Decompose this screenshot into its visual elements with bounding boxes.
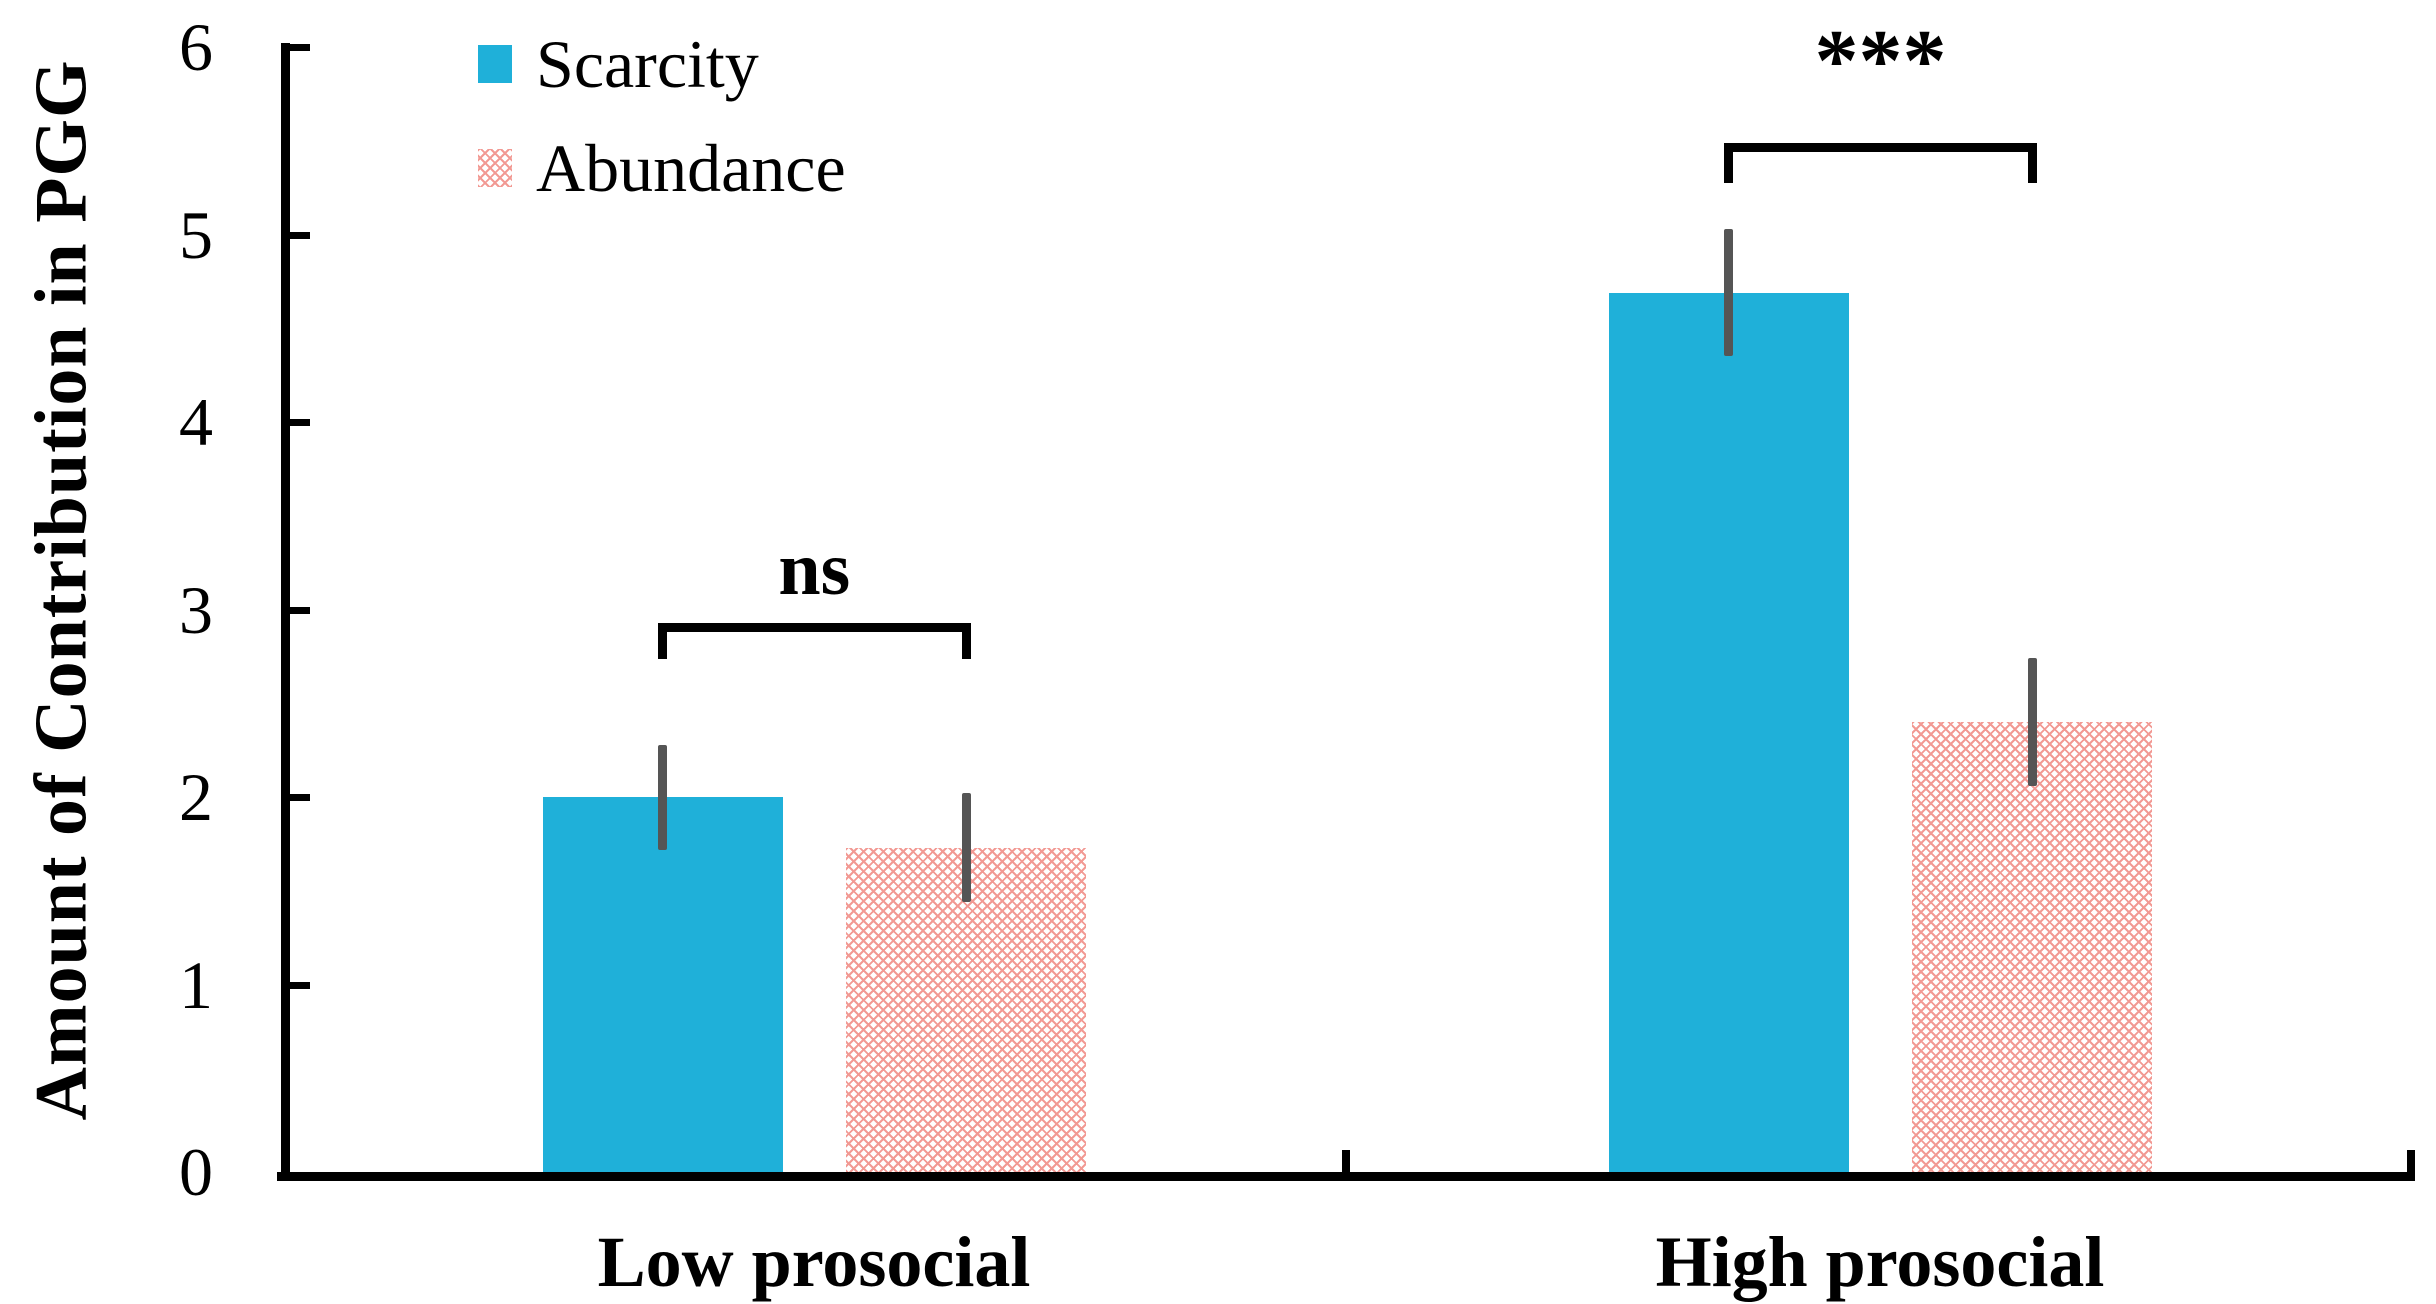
bar-abundance-1	[1912, 722, 2153, 1172]
bar-scarcity-0	[542, 797, 783, 1172]
y-tick-label-4: 4	[179, 384, 213, 460]
error-bar-scarcity-1	[1724, 228, 1734, 357]
bar-scarcity-1	[1608, 292, 1849, 1172]
y-axis-tick-3	[290, 606, 310, 614]
y-axis-tick-4	[290, 419, 310, 426]
y-tick-label-2: 2	[179, 759, 213, 835]
y-tick-label-6: 6	[179, 9, 213, 85]
y-tick-label-1: 1	[179, 946, 213, 1023]
legend-label-abundance: Abundance	[536, 130, 846, 206]
sig-label-1: ***	[1814, 12, 1947, 110]
x-category-label-low-prosocial: Low prosocial	[597, 1222, 1031, 1302]
legend-label-scarcity: Scarcity	[536, 26, 759, 102]
error-bar-abundance-0	[961, 793, 971, 902]
y-axis-tick-1	[290, 981, 310, 989]
sig-bracket-1	[1724, 142, 2037, 183]
y-tick-label-3: 3	[179, 571, 213, 648]
x-category-label-high-prosocial: High prosocial	[1655, 1222, 2105, 1302]
x-axis-tick-0	[1342, 1150, 1350, 1172]
y-axis-line	[281, 43, 290, 1181]
error-bar-scarcity-0	[658, 744, 667, 850]
sig-label-0: ns	[778, 526, 851, 611]
legend-item-abundance: Abundance	[478, 130, 846, 206]
y-tick-label-5: 5	[179, 196, 213, 273]
x-axis-tick-1	[2407, 1150, 2415, 1172]
y-tick-label-0: 0	[179, 1134, 213, 1210]
abundance-swatch-icon	[478, 149, 512, 187]
x-axis-line	[277, 1172, 2415, 1181]
y-axis-tick-6	[290, 44, 310, 51]
scarcity-swatch-icon	[478, 45, 512, 83]
y-axis-tick-2	[290, 794, 310, 801]
y-axis-tick-5	[290, 231, 310, 239]
sig-bracket-0	[658, 622, 971, 659]
legend-item-scarcity: Scarcity	[478, 26, 759, 102]
error-bar-abundance-1	[2027, 658, 2037, 786]
